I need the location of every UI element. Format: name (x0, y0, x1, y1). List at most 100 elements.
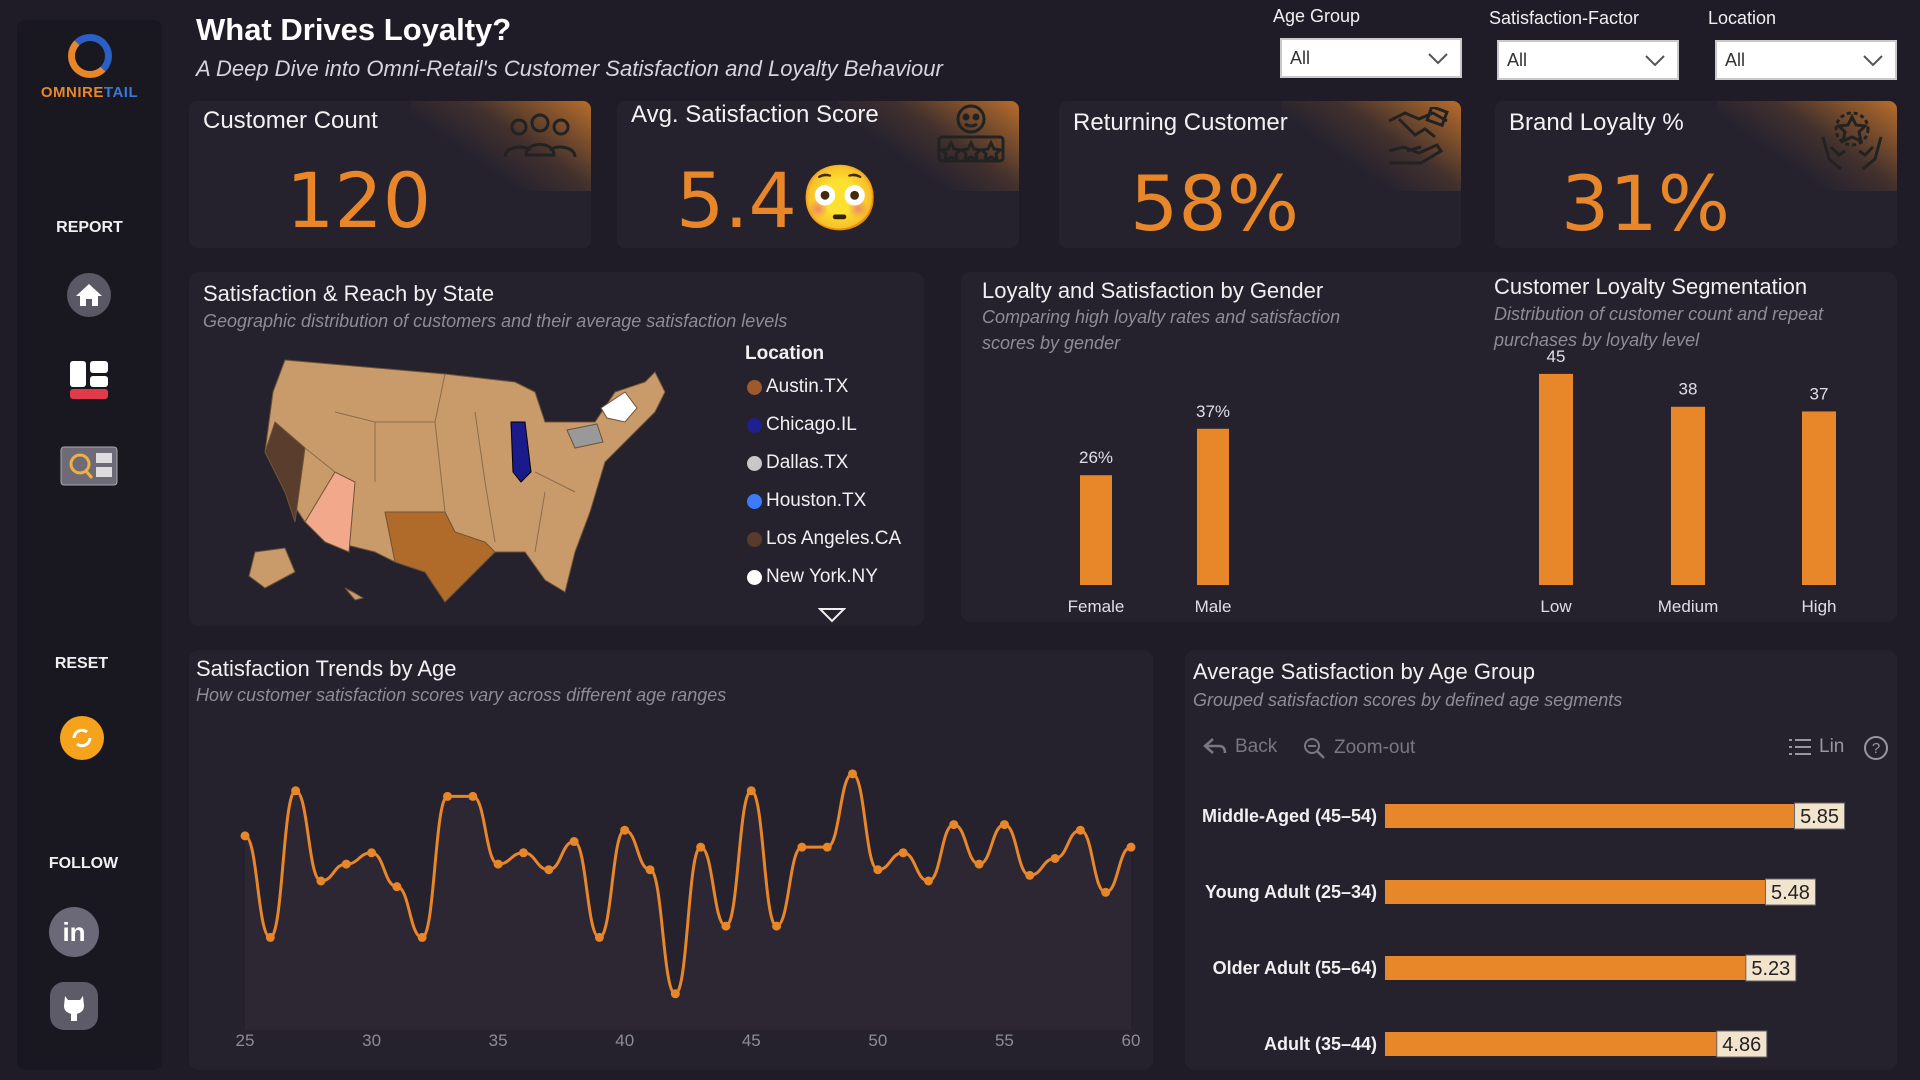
kpi-value: 58% (1130, 159, 1299, 248)
filter-label-satisfaction-factor: Satisfaction-Factor (1489, 8, 1640, 28)
age-group-dropdown[interactable]: All (1280, 38, 1462, 78)
satisfaction-factor-dropdown[interactable]: All (1497, 40, 1679, 80)
trend-point (468, 791, 478, 801)
linear-scale-button[interactable]: Lin (1789, 736, 1844, 758)
home-icon[interactable] (59, 265, 119, 325)
legend-item-chicago[interactable]: Chicago.IL (747, 414, 857, 436)
trend-point (620, 825, 630, 835)
kpi-title: Returning Customer (1073, 109, 1288, 136)
trend-point (848, 769, 858, 779)
sidebar: OMNIRETAIL REPORT RESET FOLLOW in (17, 20, 162, 1070)
legend-item-austin[interactable]: Austin.TX (747, 376, 848, 398)
age-group-value: All (1290, 48, 1311, 68)
bar-data-label: 45 (1547, 347, 1566, 366)
legend-item-los-angeles[interactable]: Los Angeles.CA (747, 528, 901, 550)
dashboard-icon[interactable] (59, 350, 119, 410)
legend-item-houston[interactable]: Houston.TX (747, 490, 866, 512)
linear-scale-label: Lin (1819, 736, 1845, 757)
trend-point (240, 831, 250, 841)
people-icon (503, 113, 577, 158)
x-tick-label: 25 (236, 1031, 255, 1050)
trend-point (898, 848, 908, 858)
legend-scroll-down-icon[interactable] (818, 607, 846, 623)
trend-point (772, 921, 782, 931)
map-panel: Satisfaction & Reach by State Geographic… (189, 272, 924, 626)
trend-point (569, 837, 579, 847)
gender-segment-panel: Loyalty and Satisfaction by Gender Compa… (961, 272, 1897, 622)
kpi-value: 120 (286, 156, 432, 245)
trend-point (1126, 842, 1136, 852)
hbar-value-box (1745, 954, 1797, 982)
panel-subtitle: Geographic distribution of customers and… (203, 311, 788, 331)
satisfaction-trend-chart[interactable]: 25 30 35 40 45 50 55 60 (189, 650, 1153, 1070)
legend-item-new-york[interactable]: New York.NY (747, 566, 878, 588)
filter-label-location: Location (1708, 8, 1777, 28)
hbar-data-label: 5.48 (1771, 882, 1810, 904)
linkedin-icon[interactable]: in (44, 902, 104, 962)
logo-text-part2: TAIL (103, 84, 139, 101)
github-icon[interactable] (44, 976, 104, 1036)
age-group-bar-chart: Middle-Aged (45–54) 5.85 Young Adult (25–3… (1202, 802, 1846, 1058)
trend-point (594, 932, 604, 942)
hbar (1385, 880, 1816, 904)
chevron-down-icon (1428, 53, 1448, 65)
x-tick-label: 60 (1122, 1031, 1141, 1050)
hbar-value-box (1794, 802, 1846, 830)
back-button[interactable]: Back (1203, 736, 1277, 758)
kpi-title: Customer Count (203, 107, 378, 134)
reset-icon[interactable] (52, 708, 112, 768)
handshake-icon (1388, 107, 1449, 165)
panel-title: Satisfaction & Reach by State (203, 281, 495, 306)
list-icon (1789, 739, 1811, 755)
hbar (1385, 1032, 1767, 1056)
trend-point (1025, 870, 1035, 880)
loyalty-hands-icon (1821, 111, 1883, 171)
trend-area (245, 773, 1131, 1030)
trend-point (1101, 887, 1111, 897)
kpi-title: Avg. Satisfaction Score (631, 101, 879, 128)
us-state-map[interactable] (245, 352, 685, 620)
bar-data-label: 26% (1079, 448, 1113, 467)
panel-subtitle: How customer satisfaction scores vary ac… (196, 685, 727, 705)
logo-mark (67, 34, 112, 78)
gender-panel-title: Loyalty and Satisfaction by Gender (982, 278, 1324, 303)
bar-category-label: Older Adult (55–64) (1213, 958, 1377, 978)
trend-point (316, 876, 326, 886)
trend-point (822, 842, 832, 852)
chevron-down-icon (1863, 55, 1883, 67)
x-tick-label: 55 (995, 1031, 1014, 1050)
trend-point (999, 820, 1009, 830)
location-value: All (1725, 50, 1746, 70)
location-dropdown[interactable]: All (1715, 40, 1897, 80)
help-button[interactable]: ? (1864, 736, 1888, 760)
trend-point (974, 859, 984, 869)
trend-point (417, 932, 427, 942)
trend-point (367, 848, 377, 858)
segment-panel-subtitle: Distribution of customer count and repea… (1494, 304, 1824, 350)
report-label: REPORT (56, 219, 123, 236)
trend-point (341, 859, 351, 869)
zoom-out-label: Zoom-out (1334, 737, 1416, 758)
bar-category-label: Female (1068, 597, 1125, 616)
trend-point (493, 859, 503, 869)
panel-title: Satisfaction Trends by Age (196, 656, 457, 681)
trend-point (265, 932, 275, 942)
hbar-data-label: 4.86 (1722, 1034, 1761, 1056)
flushed-face-icon: 😳 (800, 162, 880, 234)
hbar-value-box (1764, 878, 1816, 906)
reset-label: RESET (54, 655, 109, 672)
bar-category-label: Low (1540, 597, 1572, 616)
help-icon: ? (1864, 736, 1888, 760)
satisfaction-factor-value: All (1507, 50, 1528, 70)
x-tick-label: 50 (868, 1031, 887, 1050)
kpi-card-brand-loyalty: Brand Loyalty % 31% (1495, 101, 1897, 248)
analytics-icon[interactable] (59, 436, 119, 496)
legend-item-dallas[interactable]: Dallas.TX (747, 452, 848, 474)
x-tick-label: 40 (615, 1031, 634, 1050)
bar-data-label: 38 (1679, 380, 1698, 399)
trend-point (797, 842, 807, 852)
trend-point (746, 786, 756, 796)
kpi-card-avg-satisfaction: Avg. Satisfaction Score 5.4 😳 (617, 101, 1019, 248)
bar-category-label: Male (1195, 597, 1232, 616)
zoom-out-button[interactable]: Zoom-out (1302, 736, 1415, 760)
